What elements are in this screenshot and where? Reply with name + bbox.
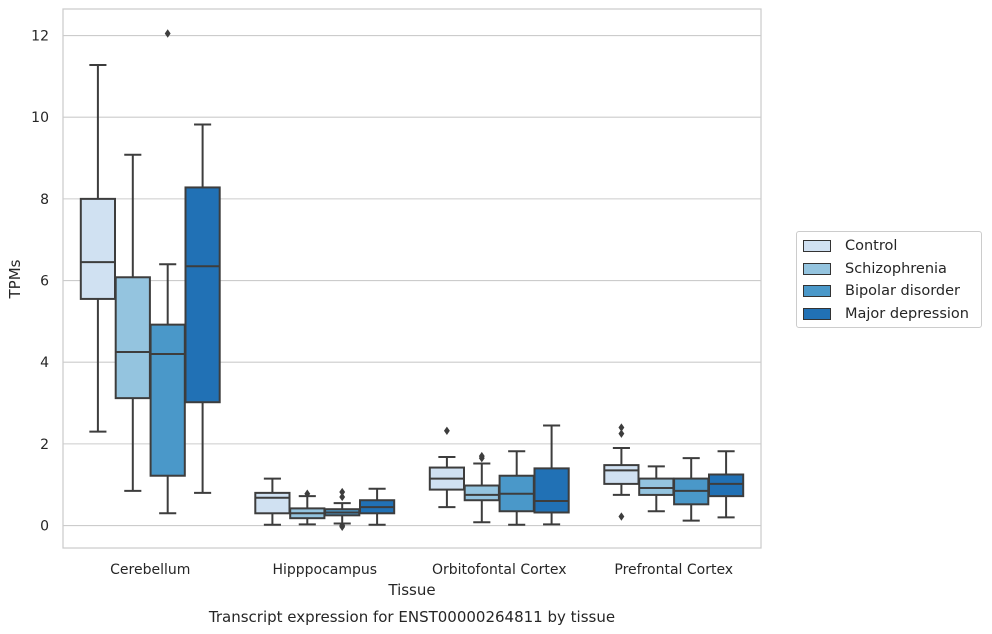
legend: Control Schizophrenia Bipolar disorder Majo… <box>796 231 982 328</box>
legend-label: Bipolar disorder <box>845 283 960 300</box>
outlier-point <box>339 522 346 531</box>
box <box>79 197 117 300</box>
outlier-point <box>304 489 311 498</box>
x-axis-title: Tissue <box>387 581 435 599</box>
series-major-depression <box>184 123 745 526</box>
y-tick-label: 4 <box>40 355 49 371</box>
legend-item: Bipolar disorder <box>797 280 981 303</box>
box <box>463 484 500 502</box>
box <box>533 467 570 514</box>
outlier-point <box>478 451 485 461</box>
outlier-point <box>618 429 625 438</box>
legend-item: Schizophrenia <box>797 258 981 281</box>
y-tick-label: 10 <box>31 110 49 126</box>
box <box>707 473 745 498</box>
outlier-point <box>164 29 171 38</box>
x-tick-label: Orbitofontal Cortex <box>432 562 567 578</box>
x-tick-label: Prefrontal Cortex <box>614 562 733 578</box>
y-tick-label: 12 <box>31 29 49 45</box>
outlier-point <box>618 512 625 521</box>
box <box>149 323 186 477</box>
y-tick-label: 6 <box>40 274 49 290</box>
legend-swatch <box>803 240 831 253</box>
box <box>184 186 221 404</box>
legend-label: Major depression <box>845 305 969 322</box>
legend-item: Major depression <box>797 303 981 326</box>
x-tick-label: Hipppocampus <box>272 562 377 578</box>
y-tick-labels: 0 2 4 6 8 10 12 <box>31 29 49 535</box>
legend-label: Schizophrenia <box>845 260 947 277</box>
box <box>603 464 640 485</box>
legend-swatch <box>803 307 831 320</box>
legend-swatch <box>803 285 831 298</box>
y-tick-label: 0 <box>40 519 49 535</box>
outlier-point <box>339 487 346 497</box>
outlier-point <box>443 426 450 436</box>
x-tick-labels: Cerebellum Hipppocampus Orbitofontal Corte… <box>110 562 733 578</box>
legend-label: Control <box>845 238 898 255</box>
y-tick-label: 2 <box>40 437 49 453</box>
box <box>254 491 291 515</box>
plot-frame <box>62 8 762 549</box>
series-control <box>79 63 640 526</box>
outlier-point <box>339 492 346 502</box>
series-schizophrenia <box>114 153 675 526</box>
chart-caption: Transcript expression for ENST0000026481… <box>208 608 615 626</box>
y-tick-label: 8 <box>40 192 49 208</box>
box <box>638 477 675 496</box>
outlier-point <box>618 423 625 432</box>
box <box>114 276 151 400</box>
y-axis-title: TPMs <box>6 259 24 299</box>
legend-item: Control <box>797 235 981 258</box>
box-series <box>79 29 745 531</box>
legend-swatch <box>803 262 831 275</box>
x-tick-label: Cerebellum <box>110 562 190 578</box>
